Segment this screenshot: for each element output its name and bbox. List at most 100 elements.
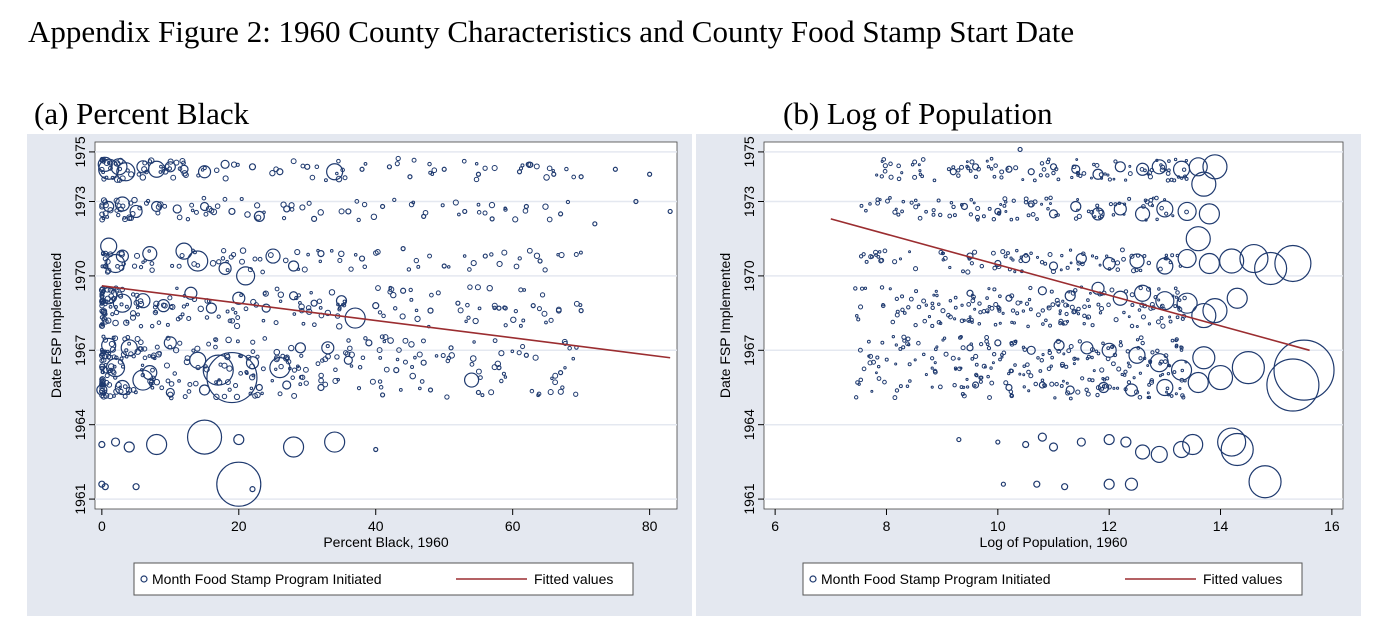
scatter-marker xyxy=(290,375,295,380)
scatter-marker xyxy=(1022,385,1026,389)
scatter-marker xyxy=(1177,298,1182,302)
scatter-point xyxy=(475,171,482,177)
scatter-marker xyxy=(205,205,213,213)
scatter-marker xyxy=(496,260,503,268)
scatter-marker xyxy=(858,254,864,259)
scatter-marker xyxy=(201,195,207,201)
scatter-marker xyxy=(363,162,368,166)
scatter-marker xyxy=(882,168,888,174)
scatter-marker xyxy=(277,391,283,397)
scatter-point xyxy=(282,436,305,458)
scatter-point xyxy=(523,352,529,358)
scatter-point xyxy=(1207,364,1234,391)
scatter-marker xyxy=(875,197,880,202)
y-tick-label: 1970 xyxy=(72,260,88,291)
scatter-marker xyxy=(884,357,889,362)
scatter-marker xyxy=(1155,348,1160,354)
scatter-marker xyxy=(354,199,360,204)
scatter-marker xyxy=(255,354,260,359)
scatter-marker xyxy=(986,164,991,169)
scatter-point xyxy=(1124,477,1139,491)
scatter-marker xyxy=(933,361,937,365)
scatter-marker xyxy=(543,174,550,181)
scatter-point xyxy=(427,307,434,314)
scatter-marker xyxy=(918,169,922,173)
scatter-marker xyxy=(1049,381,1055,387)
scatter-point xyxy=(1170,359,1193,381)
scatter-marker xyxy=(1029,251,1033,256)
scatter-marker xyxy=(985,296,989,300)
scatter-marker xyxy=(395,155,401,162)
scatter-point xyxy=(365,339,373,347)
scatter-marker xyxy=(116,212,121,218)
scatter-marker xyxy=(1050,355,1054,360)
scatter-marker xyxy=(894,388,900,393)
scatter-point xyxy=(557,211,564,217)
plot-area xyxy=(94,141,678,510)
scatter-point xyxy=(1187,371,1209,394)
scatter-marker xyxy=(402,337,409,344)
scatter-marker xyxy=(250,339,256,345)
scatter-marker xyxy=(548,317,554,323)
scatter-marker xyxy=(102,337,109,343)
scatter-marker xyxy=(203,211,209,217)
scatter-point xyxy=(994,207,1002,216)
scatter-marker xyxy=(1146,395,1150,399)
scatter-marker xyxy=(301,266,308,273)
scatter-marker xyxy=(363,336,368,341)
scatter-marker xyxy=(517,256,522,261)
scatter-marker xyxy=(1038,173,1043,178)
scatter-point xyxy=(1070,200,1082,213)
scatter-marker xyxy=(410,364,415,369)
scatter-marker xyxy=(1056,177,1061,182)
scatter-point xyxy=(236,266,256,286)
scatter-point xyxy=(1076,437,1086,447)
scatter-marker xyxy=(920,157,926,162)
scatter-marker xyxy=(913,322,918,328)
scatter-marker xyxy=(896,176,902,182)
scatter-marker xyxy=(546,216,553,223)
scatter-marker xyxy=(444,394,450,400)
scatter-marker xyxy=(104,373,110,379)
scatter-marker xyxy=(503,207,508,212)
scatter-marker xyxy=(172,371,177,376)
scatter-marker xyxy=(224,379,231,386)
scatter-marker xyxy=(1059,361,1066,367)
scatter-marker xyxy=(1159,316,1164,320)
scatter-point xyxy=(100,237,118,255)
scatter-marker xyxy=(191,348,196,353)
scatter-marker xyxy=(1089,291,1092,295)
scatter-marker xyxy=(989,156,994,161)
scatter-point xyxy=(647,171,653,177)
scatter-marker xyxy=(225,336,232,344)
scatter-marker xyxy=(520,343,526,350)
scatter-marker xyxy=(858,304,864,310)
x-tick-label: 80 xyxy=(642,518,658,534)
scatter-marker xyxy=(969,261,974,266)
scatter-point xyxy=(427,387,434,393)
scatter-marker xyxy=(953,305,958,310)
scatter-marker xyxy=(1085,316,1089,320)
scatter-marker xyxy=(1121,256,1126,262)
panel-a-title: (a) Percent Black xyxy=(34,96,250,131)
scatter-marker xyxy=(552,379,559,386)
scatter-marker xyxy=(250,349,256,354)
scatter-marker xyxy=(108,304,113,309)
scatter-marker xyxy=(1050,268,1057,275)
scatter-point xyxy=(164,161,176,173)
scatter-marker xyxy=(292,312,297,316)
scatter-marker xyxy=(1090,355,1094,360)
scatter-marker xyxy=(390,291,397,299)
scatter-marker xyxy=(267,252,274,258)
scatter-marker xyxy=(1068,248,1073,252)
scatter-marker xyxy=(305,305,312,311)
y-tick-label: 1967 xyxy=(72,335,88,366)
scatter-marker xyxy=(107,393,114,400)
scatter-marker xyxy=(222,175,229,182)
scatter-point xyxy=(343,355,353,365)
x-tick-label: 16 xyxy=(1324,518,1340,534)
scatter-point xyxy=(218,261,232,276)
scatter-marker xyxy=(993,163,998,168)
scatter-marker xyxy=(472,340,476,344)
scatter-marker xyxy=(953,366,958,370)
